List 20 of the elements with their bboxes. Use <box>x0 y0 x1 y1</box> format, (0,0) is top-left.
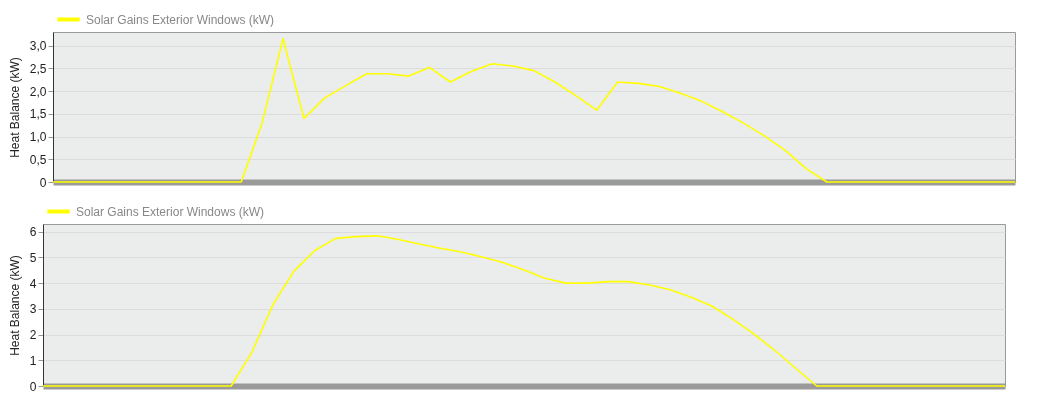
y-tick-label: 0,5 <box>29 152 47 167</box>
y-tick-label: 1,5 <box>29 107 47 122</box>
y-tick-label: 3 <box>29 302 37 317</box>
line-series <box>42 235 1006 387</box>
y-axis-title: Heat Balance (kW) <box>7 57 22 158</box>
y-tick-label: 2,0 <box>29 84 47 99</box>
y-tick-label: 0 <box>39 175 47 190</box>
legend-label: Solar Gains Exterior Windows (kW) <box>76 204 265 219</box>
y-tick-label: 3,0 <box>29 39 47 54</box>
y-axis-title: Heat Balance (kW) <box>7 255 22 356</box>
y-tick-label: 1,0 <box>29 130 47 145</box>
y-tick-label: 4 <box>29 276 37 291</box>
legend-label: Solar Gains Exterior Windows (kW) <box>86 12 275 27</box>
y-tick-label: 6 <box>29 225 37 240</box>
y-tick-label: 0 <box>29 379 37 394</box>
y-tick-label: 2 <box>29 328 37 343</box>
y-tick-label: 2,5 <box>29 61 47 76</box>
line-series <box>52 38 1016 183</box>
y-tick-label: 5 <box>29 250 37 265</box>
y-tick-label: 1 <box>29 353 37 368</box>
